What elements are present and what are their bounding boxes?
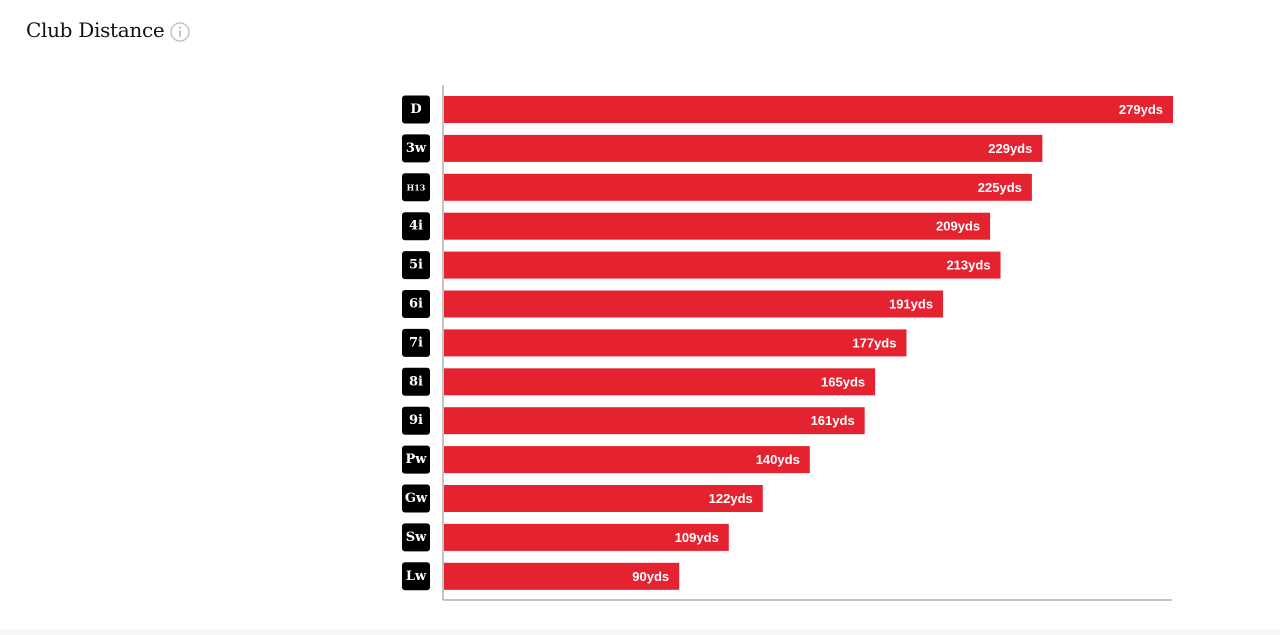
club-badge-bg — [402, 562, 430, 591]
data-label: 140yds — [756, 452, 800, 467]
category-label: H13 — [407, 182, 426, 192]
data-label: 225yds — [978, 180, 1022, 195]
club-badge-bg — [402, 523, 430, 552]
bar[interactable] — [444, 562, 680, 590]
data-label: 109yds — [675, 530, 719, 545]
club-badge-bg — [402, 212, 430, 241]
category-label: Lw — [406, 569, 427, 584]
category-label: 6i — [409, 297, 423, 312]
bar[interactable] — [444, 290, 944, 318]
bar[interactable] — [444, 212, 991, 240]
club-badge-bg — [402, 290, 430, 318]
bar[interactable] — [444, 407, 865, 435]
club-badge-bg — [402, 445, 430, 474]
club-badge: Lw — [402, 562, 430, 591]
bar[interactable] — [444, 173, 1032, 201]
club-badge-bg — [402, 328, 430, 357]
data-label: 161yds — [811, 413, 855, 428]
category-label: 9i — [409, 413, 423, 428]
club-badge: 8i — [402, 367, 430, 396]
bar[interactable] — [444, 134, 1043, 162]
data-label: 165yds — [821, 374, 865, 389]
club-badge: D — [402, 95, 430, 124]
bottom-divider — [0, 629, 1280, 635]
club-badge: Sw — [402, 523, 430, 552]
club-badge-bg — [402, 406, 430, 435]
club-badge: Pw — [402, 445, 430, 474]
club-badge: 7i — [402, 328, 430, 357]
data-label: 122yds — [709, 491, 753, 506]
data-label: 90yds — [632, 569, 669, 584]
category-label: D — [410, 102, 421, 117]
bar[interactable] — [444, 446, 810, 474]
chart-header: Club Distance — [26, 18, 191, 42]
data-label: 209yds — [936, 219, 980, 234]
data-label: 229yds — [988, 141, 1032, 156]
club-badge: 6i — [402, 290, 430, 318]
category-label: 5i — [409, 258, 423, 273]
bar[interactable] — [444, 251, 1001, 279]
category-label: Gw — [405, 491, 428, 506]
club-badge: 9i — [402, 406, 430, 435]
club-badge: 4i — [402, 212, 430, 241]
club-badge-bg — [402, 173, 430, 202]
category-label: 4i — [409, 219, 423, 234]
category-label: Sw — [406, 530, 427, 545]
bar[interactable] — [444, 329, 907, 357]
club-badge: H13 — [402, 173, 430, 202]
club-badge: 5i — [402, 251, 430, 280]
club-badge-bg — [402, 251, 430, 280]
data-label: 213yds — [946, 258, 990, 273]
bar[interactable] — [444, 485, 763, 512]
bar[interactable] — [444, 368, 876, 396]
category-label: 7i — [409, 335, 423, 350]
club-badge: Gw — [402, 484, 430, 513]
category-label: Pw — [406, 452, 428, 467]
bar[interactable] — [444, 96, 1173, 123]
page-title: Club Distance — [26, 18, 165, 42]
data-label: 177yds — [852, 335, 896, 350]
club-badge-bg — [402, 484, 430, 513]
info-icon[interactable] — [170, 21, 191, 42]
category-label: 3w — [406, 141, 427, 156]
club-badge-bg — [402, 95, 430, 124]
club-badge-bg — [402, 367, 430, 396]
club-badge-bg — [402, 134, 430, 163]
club-badge: 3w — [402, 134, 430, 163]
bar[interactable] — [444, 523, 729, 551]
data-label: 279yds — [1119, 102, 1163, 117]
category-label: 8i — [409, 374, 423, 389]
data-label: 191yds — [889, 297, 933, 312]
